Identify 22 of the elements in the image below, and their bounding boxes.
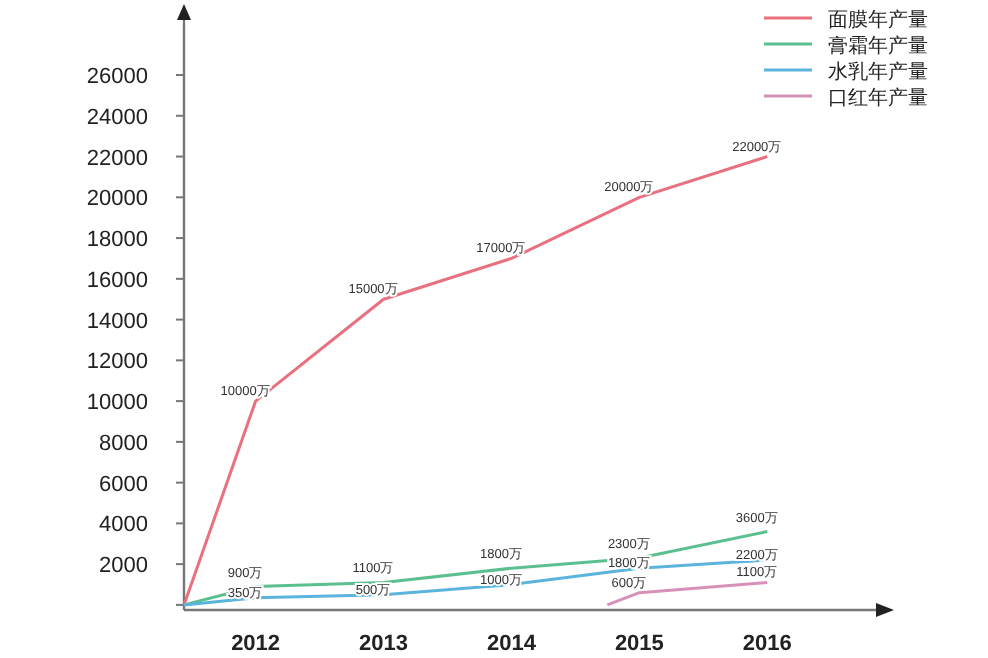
y-tick-label: 18000 bbox=[86, 228, 148, 253]
legend-label: 水乳年产量 bbox=[828, 60, 928, 84]
x-tick-label: 2013 bbox=[359, 632, 409, 656]
legend-label: 口红年产量 bbox=[828, 86, 928, 110]
y-tick-label: 26000 bbox=[86, 65, 148, 90]
y-tick-label: 10000 bbox=[86, 391, 148, 416]
y-tick-label: 14000 bbox=[86, 309, 148, 334]
x-tick-label: 2016 bbox=[742, 632, 792, 656]
y-tick-label: 22000 bbox=[86, 146, 148, 171]
legend-label: 膏霜年产量 bbox=[828, 34, 928, 58]
y-tick-label: 20000 bbox=[86, 187, 148, 212]
legend-label: 面膜年产量 bbox=[828, 8, 928, 32]
x-tick-label: 2014 bbox=[486, 632, 538, 656]
y-tick-label: 4000 bbox=[99, 513, 148, 538]
y-tick-label: 12000 bbox=[86, 350, 148, 375]
x-tick-label: 2012 bbox=[231, 632, 281, 656]
y-tick-label: 24000 bbox=[86, 105, 148, 130]
x-tick-label: 2015 bbox=[614, 632, 664, 656]
y-tick-label: 8000 bbox=[99, 431, 148, 456]
y-tick-label: 16000 bbox=[86, 268, 148, 293]
y-tick-label: 6000 bbox=[99, 472, 148, 497]
y-tick-label: 2000 bbox=[99, 554, 148, 579]
